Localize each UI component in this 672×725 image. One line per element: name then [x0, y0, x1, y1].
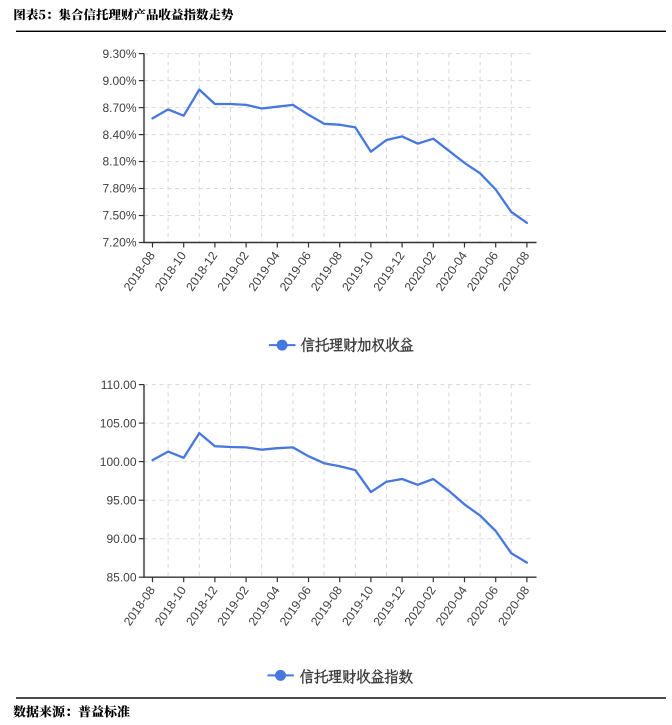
svg-text:7.20%: 7.20%: [102, 236, 136, 250]
svg-text:105.00: 105.00: [100, 416, 137, 430]
svg-text:7.50%: 7.50%: [102, 209, 136, 223]
svg-text:110.00: 110.00: [101, 378, 137, 392]
svg-text:85.00: 85.00: [106, 570, 136, 584]
svg-text:100.00: 100.00: [100, 455, 137, 469]
svg-text:95.00: 95.00: [106, 493, 136, 507]
svg-text:7.80%: 7.80%: [102, 182, 136, 196]
svg-text:8.40%: 8.40%: [102, 128, 136, 142]
svg-text:8.70%: 8.70%: [102, 101, 136, 115]
svg-text:9.00%: 9.00%: [102, 74, 136, 88]
svg-text:8.10%: 8.10%: [102, 155, 136, 169]
svg-text:90.00: 90.00: [106, 532, 136, 546]
svg-text:9.30%: 9.30%: [102, 47, 136, 61]
